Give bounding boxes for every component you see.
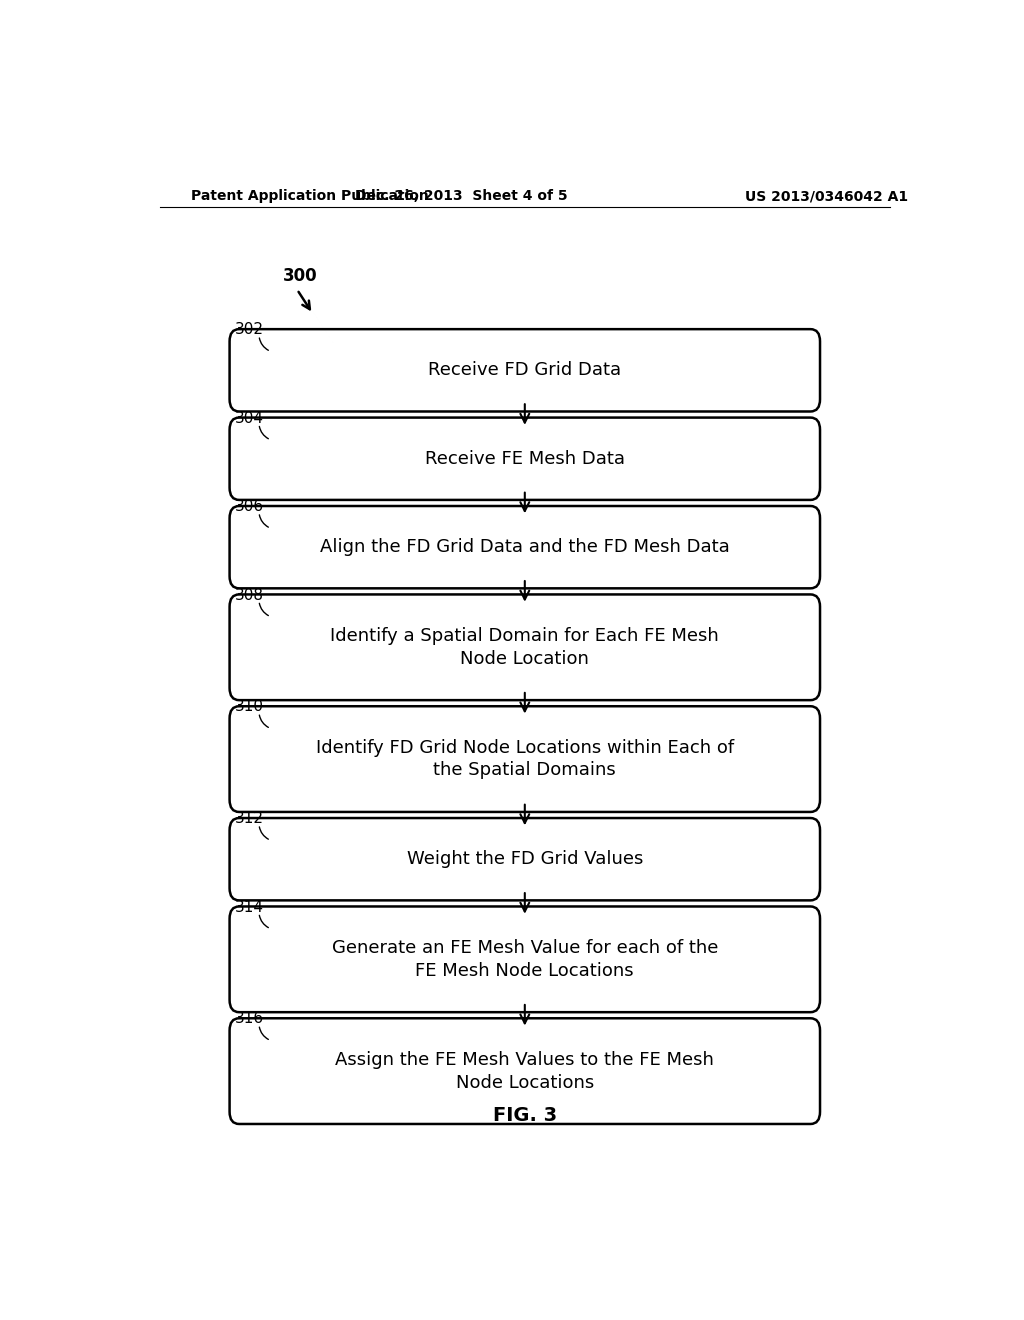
Text: Assign the FE Mesh Values to the FE Mesh: Assign the FE Mesh Values to the FE Mesh <box>336 1051 714 1069</box>
Text: 300: 300 <box>283 268 317 285</box>
Text: Node Location: Node Location <box>461 649 589 668</box>
Text: Node Locations: Node Locations <box>456 1073 594 1092</box>
Text: 310: 310 <box>236 700 264 714</box>
Text: Dec. 26, 2013  Sheet 4 of 5: Dec. 26, 2013 Sheet 4 of 5 <box>355 189 567 203</box>
Text: 308: 308 <box>236 587 264 602</box>
FancyBboxPatch shape <box>229 706 820 812</box>
Text: US 2013/0346042 A1: US 2013/0346042 A1 <box>744 189 908 203</box>
Text: Align the FD Grid Data and the FD Mesh Data: Align the FD Grid Data and the FD Mesh D… <box>319 539 730 556</box>
Text: Identify FD Grid Node Locations within Each of: Identify FD Grid Node Locations within E… <box>315 739 734 756</box>
FancyBboxPatch shape <box>229 506 820 589</box>
Text: Receive FD Grid Data: Receive FD Grid Data <box>428 362 622 379</box>
FancyBboxPatch shape <box>229 818 820 900</box>
Text: FIG. 3: FIG. 3 <box>493 1106 557 1126</box>
FancyBboxPatch shape <box>229 1018 820 1123</box>
FancyBboxPatch shape <box>229 417 820 500</box>
Text: Patent Application Publication: Patent Application Publication <box>191 189 429 203</box>
Text: 316: 316 <box>236 1011 264 1027</box>
FancyBboxPatch shape <box>229 907 820 1012</box>
Text: FE Mesh Node Locations: FE Mesh Node Locations <box>416 962 634 979</box>
Text: 312: 312 <box>236 812 264 826</box>
Text: 304: 304 <box>236 411 264 426</box>
Text: 302: 302 <box>236 322 264 338</box>
Text: Receive FE Mesh Data: Receive FE Mesh Data <box>425 450 625 467</box>
Text: Weight the FD Grid Values: Weight the FD Grid Values <box>407 850 643 869</box>
Text: the Spatial Domains: the Spatial Domains <box>433 762 616 780</box>
FancyBboxPatch shape <box>229 329 820 412</box>
Text: 306: 306 <box>236 499 264 515</box>
Text: 314: 314 <box>236 900 264 915</box>
Text: Identify a Spatial Domain for Each FE Mesh: Identify a Spatial Domain for Each FE Me… <box>331 627 719 645</box>
Text: Generate an FE Mesh Value for each of the: Generate an FE Mesh Value for each of th… <box>332 939 718 957</box>
FancyBboxPatch shape <box>229 594 820 700</box>
